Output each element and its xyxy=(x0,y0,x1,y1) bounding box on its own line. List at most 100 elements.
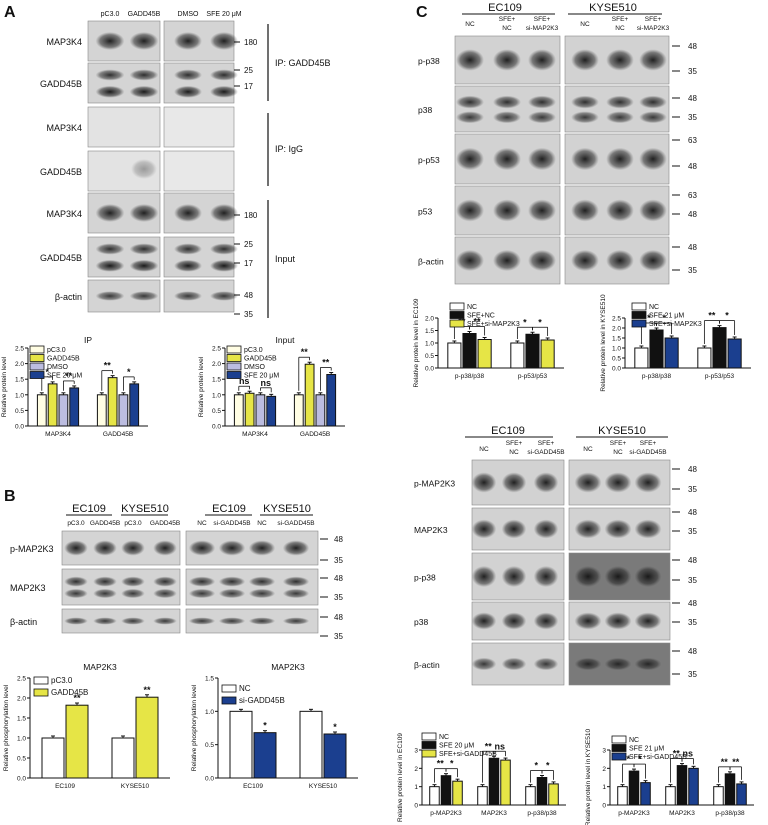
lane-label: SFE+ xyxy=(640,440,657,447)
x-tick-label: MAP2K3 xyxy=(669,810,695,817)
legend-swatch xyxy=(226,345,242,354)
band xyxy=(639,49,667,71)
mw-label: 63 xyxy=(688,136,697,145)
bar xyxy=(244,392,255,427)
lane-label: NC xyxy=(197,520,207,527)
row-label: p-p38 xyxy=(414,573,436,583)
y-tick-label: 1.5 xyxy=(205,676,214,683)
band xyxy=(456,111,484,124)
chart-title: MAP2K3 xyxy=(271,662,305,672)
band xyxy=(604,472,632,493)
cell-line-label: EC109 xyxy=(488,2,522,14)
blot-left xyxy=(61,568,181,606)
x-tick-label: MAP3K4 xyxy=(45,431,71,438)
x-tick-label: KYSE510 xyxy=(309,783,338,790)
significance-label: ** xyxy=(437,759,445,769)
band xyxy=(121,588,145,599)
lane-label: GADD45B xyxy=(150,520,180,527)
legend-label: NC xyxy=(439,734,449,741)
row-label: p38 xyxy=(414,617,428,627)
bar xyxy=(500,759,511,806)
band xyxy=(493,199,521,222)
band xyxy=(210,204,238,222)
band xyxy=(95,85,125,98)
bar xyxy=(299,710,323,779)
band xyxy=(606,95,634,109)
legend-label: pC3.0 xyxy=(47,347,66,354)
bar xyxy=(304,363,315,427)
mw-label: 48 xyxy=(688,94,697,103)
row-label: p38 xyxy=(418,105,432,115)
legend-label: SFE+si-GADD45B xyxy=(439,751,497,758)
bar xyxy=(293,394,304,427)
x-tick-label: MAP2K3 xyxy=(481,810,507,817)
row-label: MAP3K4 xyxy=(46,123,82,133)
cell-line-label: KYSE510 xyxy=(263,503,311,515)
band xyxy=(218,588,246,599)
blot-left xyxy=(454,85,561,133)
band xyxy=(129,32,159,50)
row-label: MAP2K3 xyxy=(10,583,46,593)
band xyxy=(634,612,662,630)
band xyxy=(639,147,667,171)
bar xyxy=(36,394,47,427)
y-axis-label: Relative phosphorylation level xyxy=(3,684,10,771)
mw-label: 25 xyxy=(244,66,253,75)
y-tick-label: 1.0 xyxy=(425,341,434,348)
legend-swatch xyxy=(631,319,647,328)
mw-label: 180 xyxy=(244,211,258,220)
band xyxy=(121,540,145,556)
x-tick-label: p-p38/p38 xyxy=(715,810,745,817)
mw-label: 48 xyxy=(688,162,697,171)
band xyxy=(129,204,159,222)
mw-label: 48 xyxy=(688,42,697,51)
lane-label: GADD45B xyxy=(128,11,161,18)
band xyxy=(93,588,117,599)
legend-label: si-GADD45B xyxy=(239,696,285,705)
lane-label: pC3.0 xyxy=(67,520,85,527)
y-tick-label: 0 xyxy=(414,803,418,810)
mw-label: 35 xyxy=(244,310,253,319)
legend-label: NC xyxy=(239,684,251,693)
bar xyxy=(129,383,140,427)
band xyxy=(639,111,667,124)
mw-label: 48 xyxy=(688,599,697,608)
band xyxy=(174,291,202,301)
lane-label: GADD45B xyxy=(90,520,120,527)
mw-label: 35 xyxy=(688,113,697,122)
row-label: GADD45B xyxy=(40,79,82,89)
significance-label: * xyxy=(546,761,550,771)
band xyxy=(606,147,634,171)
band xyxy=(174,32,202,50)
lane-label: NC xyxy=(465,21,475,28)
legend-swatch xyxy=(226,362,242,371)
band xyxy=(248,576,276,587)
significance-label: ** xyxy=(73,693,81,703)
bar xyxy=(233,394,244,427)
row-label: GADD45B xyxy=(40,167,82,177)
band xyxy=(210,291,238,301)
lane-label: si-GADD45B xyxy=(277,520,314,527)
y-tick-label: 2.0 xyxy=(212,361,221,368)
y-axis-label: Relative protein level xyxy=(1,356,8,417)
y-tick-label: 0.5 xyxy=(205,742,214,749)
mw-label: 48 xyxy=(334,535,343,544)
row-label: β-actin xyxy=(55,292,82,302)
band xyxy=(218,576,246,587)
mw-label: 35 xyxy=(688,266,697,275)
bar xyxy=(736,783,747,806)
legend-swatch xyxy=(33,676,49,685)
y-tick-label: 0.5 xyxy=(612,356,621,363)
row-label: p-MAP2K3 xyxy=(10,544,54,554)
x-tick-label: MAP3K4 xyxy=(242,431,268,438)
bar xyxy=(315,394,326,427)
significance-label: ** xyxy=(673,749,681,759)
band xyxy=(188,540,216,556)
band xyxy=(571,249,599,272)
row-label: GADD45B xyxy=(40,253,82,263)
mw-label: 17 xyxy=(244,259,253,268)
y-tick-label: 3 xyxy=(602,748,606,755)
lane-label: NC xyxy=(615,25,625,32)
significance-label: ns xyxy=(495,741,506,751)
